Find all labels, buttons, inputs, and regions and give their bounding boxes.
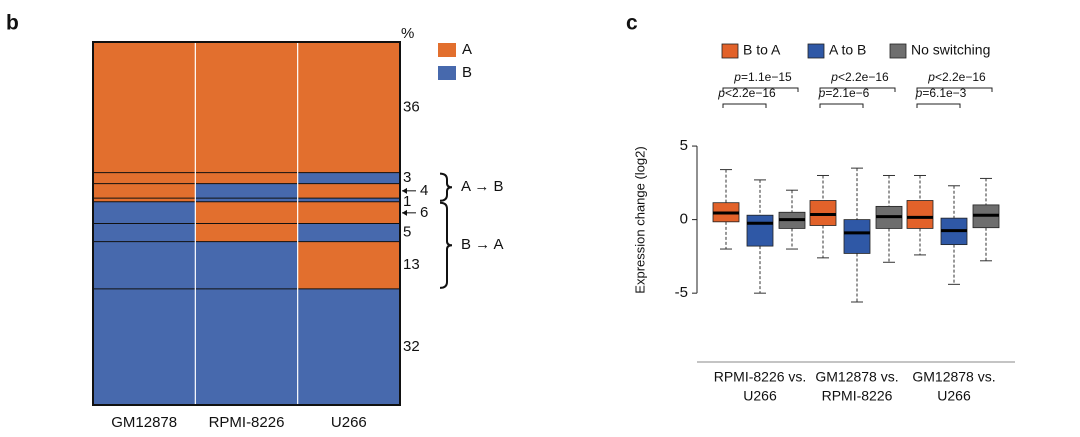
legend-swatch <box>438 66 456 80</box>
p-symbol: p <box>915 86 923 100</box>
legend-swatch <box>889 43 907 59</box>
cell <box>195 288 298 405</box>
cell <box>195 42 298 173</box>
cell <box>93 198 196 202</box>
percent-label: 5 <box>403 224 411 241</box>
legend-label: A to B <box>829 42 866 58</box>
x-tick-label: GM12878 vs. <box>912 369 995 385</box>
x-tick-label: RPMI-8226 <box>209 414 285 431</box>
bracket-label: B → A <box>461 236 504 253</box>
bracket <box>439 172 453 202</box>
p-value-text: <2.2e−16 <box>725 86 776 100</box>
x-tick-label: U266 <box>937 388 971 404</box>
p-value-text: =6.1e−3 <box>922 86 966 100</box>
cell <box>93 241 196 289</box>
comparison-bracket <box>722 87 799 92</box>
cell <box>297 241 400 289</box>
comparison-bracket <box>722 103 767 108</box>
x-tick-label: U266 <box>743 388 777 404</box>
cell <box>297 172 400 184</box>
comparison-bracket <box>916 87 993 92</box>
percent-label: 3 <box>403 169 411 186</box>
p-value: p=1.1e−15 <box>733 70 792 84</box>
legend-swatch <box>721 43 739 59</box>
p-value-text: <2.2e−16 <box>935 70 986 84</box>
p-value: p<2.2e−16 <box>717 86 776 100</box>
cell <box>297 198 400 202</box>
bracket <box>439 201 453 289</box>
legend-swatch <box>807 43 825 59</box>
box <box>746 214 774 247</box>
cell <box>297 183 400 199</box>
box <box>843 219 871 254</box>
cell <box>195 172 298 184</box>
legend-label: B to A <box>743 42 781 58</box>
cell <box>195 183 298 199</box>
cell <box>93 172 196 184</box>
legend-label: No switching <box>911 42 990 58</box>
percent-label: 32 <box>403 338 420 355</box>
percent-label: 6 <box>420 204 428 221</box>
cell <box>93 223 196 242</box>
p-value: p=2.1e−6 <box>818 86 870 100</box>
cell <box>297 223 400 242</box>
percent-label: 36 <box>403 98 420 115</box>
x-tick-label: U266 <box>331 414 367 431</box>
cell <box>195 241 298 289</box>
x-tick-label: RPMI-8226 vs. <box>714 369 807 385</box>
x-tick-label: GM12878 <box>111 414 177 431</box>
cell <box>93 288 196 405</box>
cell <box>195 201 298 224</box>
p-symbol: p <box>733 70 741 84</box>
p-value: p=6.1e−3 <box>915 86 967 100</box>
p-symbol: p <box>818 86 826 100</box>
cell <box>297 42 400 173</box>
comparison-bracket <box>916 103 961 108</box>
p-value-text: <2.2e−16 <box>838 70 889 84</box>
percent-label: 4 <box>420 182 428 199</box>
legend-label: B <box>462 64 472 81</box>
legend-swatch <box>438 43 456 57</box>
y-axis-label: Expression change (log2) <box>632 146 647 293</box>
legend-label: A <box>462 41 472 58</box>
cell <box>297 288 400 405</box>
cell <box>93 42 196 173</box>
comparison-bracket <box>819 103 864 108</box>
pointer-arrow-head <box>402 209 407 216</box>
pointer-arrow-head <box>402 187 407 194</box>
percent-label: 1 <box>403 193 411 210</box>
x-tick-label: GM12878 vs. <box>815 369 898 385</box>
y-tick-label: 5 <box>680 137 688 154</box>
percent-label: 13 <box>403 256 420 273</box>
p-value-text: =1.1e−15 <box>741 70 792 84</box>
y-tick-label: 0 <box>680 211 688 228</box>
unit-header: % <box>401 25 414 42</box>
y-tick-label: -5 <box>675 284 688 301</box>
cell <box>195 198 298 202</box>
p-symbol: p <box>927 70 935 84</box>
cell <box>297 201 400 224</box>
panel-letter: b <box>6 12 19 35</box>
p-value: p<2.2e−16 <box>927 70 986 84</box>
panel-letter: c <box>626 12 638 35</box>
cell <box>93 201 196 224</box>
p-value: p<2.2e−16 <box>830 70 889 84</box>
bracket-label: A → B <box>461 178 504 195</box>
p-symbol: p <box>717 86 725 100</box>
frame <box>92 41 401 406</box>
box <box>906 200 934 229</box>
p-symbol: p <box>830 70 838 84</box>
cell <box>195 223 298 242</box>
cell <box>93 183 196 199</box>
comparison-bracket <box>819 87 896 92</box>
p-value-text: =2.1e−6 <box>825 86 869 100</box>
x-tick-label: RPMI-8226 <box>822 388 893 404</box>
